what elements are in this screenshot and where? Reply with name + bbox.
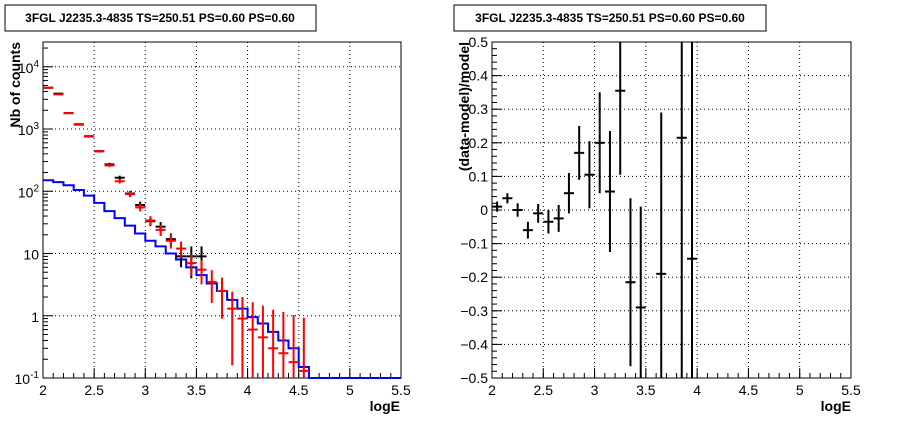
left-model-point (114, 179, 125, 184)
left-model-point (247, 302, 258, 378)
right-residual-point (533, 203, 544, 223)
left-model-point (298, 317, 309, 378)
left-x-tick-label: 3 (141, 382, 149, 398)
left-model-point (217, 277, 227, 319)
right-residual-point (543, 210, 554, 234)
right-chart-title: 3FGL J2235.3-4835 TS=250.51 PS=0.60 PS=0… (475, 11, 745, 25)
right-title-box (453, 4, 767, 32)
left-y-tick-label: 103 (18, 121, 40, 138)
left-model-point (135, 204, 146, 212)
left-model-point (84, 135, 95, 138)
left-model-point (206, 270, 217, 304)
left-model-point (43, 86, 54, 89)
left-title-box (4, 4, 317, 32)
right-residual-point (584, 141, 595, 209)
right-residual-point (687, 42, 698, 378)
left-model-point (124, 191, 135, 198)
left-y-axis-label: Nb of counts (7, 42, 23, 128)
left-x-tick-label: 5.5 (391, 382, 411, 398)
right-y-tick-label: −0.5 (460, 370, 488, 386)
right-residual-point (522, 221, 533, 239)
right-y-tick-label: 0.5 (469, 34, 489, 50)
left-model-point (145, 216, 156, 226)
right-residual-point (615, 42, 626, 175)
right-residual-point (604, 131, 615, 252)
right-residual-point (656, 112, 667, 378)
left-y-tick-label: 104 (18, 59, 40, 76)
left-model-point (176, 241, 187, 258)
right-plot-frame (491, 41, 852, 379)
left-x-tick-label: 2.5 (84, 382, 104, 398)
left-model-point (104, 163, 115, 168)
left-model-point (278, 311, 289, 378)
right-residual-point (625, 198, 636, 367)
right-y-tick-label: 0.4 (469, 68, 489, 84)
right-residual-point (563, 173, 574, 214)
right-y-tick-label: −0.2 (460, 269, 488, 285)
left-x-tick-label: 5 (346, 382, 354, 398)
right-residual-point (553, 204, 564, 232)
left-model-point (165, 234, 176, 249)
right-residual-point (594, 92, 605, 194)
right-x-tick-label: 3.5 (636, 382, 656, 398)
right-residual-point (574, 126, 585, 180)
left-y-tick-label: 10-1 (15, 370, 40, 387)
left-x-tick-label: 4.5 (289, 382, 309, 398)
right-x-axis-label: logE (821, 398, 851, 414)
right-residual-point (512, 203, 523, 217)
left-y-tick-label: 10 (23, 247, 39, 263)
left-model-point (237, 297, 248, 378)
right-y-tick-label: 0.3 (469, 101, 489, 117)
left-x-tick-label: 4 (244, 382, 252, 398)
left-model-point (288, 314, 299, 378)
right-residual-point (635, 206, 646, 378)
right-x-tick-label: 5.5 (841, 382, 861, 398)
right-x-tick-label: 5 (796, 382, 804, 398)
right-y-tick-label: −0.1 (460, 236, 488, 252)
left-model-point (73, 123, 84, 126)
left-x-tick-label: 3.5 (187, 382, 207, 398)
left-model-point (186, 254, 197, 276)
left-model-point (268, 309, 279, 378)
left-model-point (53, 93, 64, 96)
right-x-tick-label: 2.5 (534, 382, 554, 398)
left-model-point (227, 291, 238, 366)
left-plot-frame (42, 41, 402, 379)
right-x-tick-label: 4 (693, 382, 701, 398)
right-y-axis-label: (data-model)/model (456, 42, 472, 171)
left-y-tick-label: 1 (31, 309, 39, 325)
left-model-point (155, 224, 166, 237)
right-y-tick-label: −0.3 (460, 303, 488, 319)
left-model-point (196, 260, 207, 285)
left-y-tick-label: 102 (18, 183, 40, 200)
left-model-point (94, 149, 105, 153)
right-y-tick-label: 0 (480, 202, 488, 218)
left-model-point (63, 112, 74, 115)
left-model-point (257, 305, 268, 378)
right-x-tick-label: 3 (591, 382, 599, 398)
right-y-tick-label: 0.2 (469, 135, 489, 151)
left-x-axis-label: logE (370, 398, 400, 414)
left-chart-panel: 3FGL J2235.3-4835 TS=250.51 PS=0.60 PS=0… (4, 4, 411, 414)
left-chart-title: 3FGL J2235.3-4835 TS=250.51 PS=0.60 PS=0… (25, 11, 295, 25)
right-y-tick-label: −0.4 (460, 336, 488, 352)
right-residual-point (676, 42, 687, 378)
right-residual-point (502, 193, 513, 204)
right-y-tick-label: 0.1 (469, 168, 489, 184)
right-x-tick-label: 4.5 (739, 382, 759, 398)
left-x-tick-label: 2 (39, 382, 47, 398)
right-x-tick-label: 2 (488, 382, 496, 398)
right-chart-panel: 3FGL J2235.3-4835 TS=250.51 PS=0.60 PS=0… (453, 4, 861, 414)
right-residual-point (492, 201, 503, 212)
